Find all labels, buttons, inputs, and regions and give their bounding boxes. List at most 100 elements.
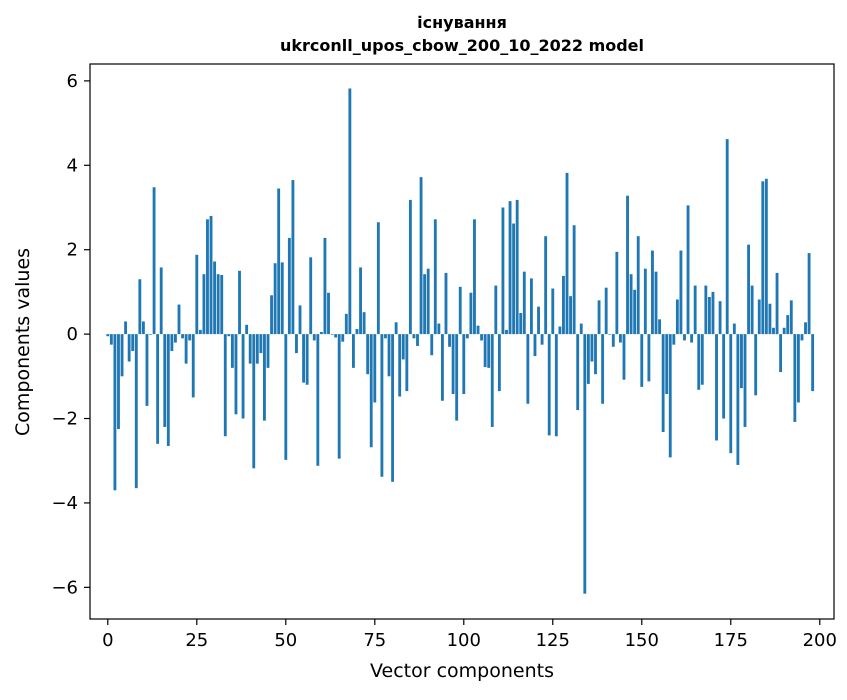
bar-183 [757, 299, 761, 335]
bar-100 [462, 334, 466, 395]
chart-title-line-1: існування [417, 13, 507, 32]
bar-3 [117, 334, 120, 430]
bar-181 [750, 285, 754, 335]
x-tick-label: 75 [363, 630, 386, 651]
bar-58 [312, 334, 316, 341]
ticks-group: 0 25 50 75 100 125 150 175 200 −6 −4 −2 0 2 4 6 [51, 71, 836, 651]
bar-50 [284, 334, 288, 460]
bar-120 [533, 334, 537, 357]
bar-137 [594, 334, 597, 375]
bar-113 [508, 201, 512, 335]
bar-146 [626, 195, 629, 335]
bar-147 [629, 274, 633, 335]
plot-frame [89, 63, 835, 620]
bar-63 [330, 334, 334, 335]
bar-195 [800, 334, 804, 341]
bar-182 [754, 334, 758, 396]
bar-115 [515, 199, 519, 335]
bar-10 [141, 321, 145, 335]
bar-96 [448, 334, 451, 347]
bar-145 [622, 334, 626, 380]
bar-150 [640, 334, 644, 387]
bar-110 [497, 334, 501, 392]
bar-4 [120, 334, 124, 377]
bar-186 [768, 303, 772, 335]
bar-191 [786, 315, 790, 335]
bar-13 [152, 187, 156, 335]
bar-144 [618, 334, 622, 343]
bar-180 [747, 244, 750, 335]
bar-1 [109, 334, 113, 345]
bar-21 [181, 334, 184, 339]
x-tick-label: 150 [625, 630, 659, 651]
bar-162 [683, 334, 686, 341]
bar-51 [287, 237, 291, 335]
bar-90 [426, 268, 430, 335]
y-axis-label: Components values [12, 248, 34, 436]
bar-89 [423, 274, 427, 335]
bar-174 [725, 139, 729, 335]
bar-83 [401, 334, 405, 360]
bar-169 [707, 296, 711, 335]
bar-88 [419, 177, 423, 335]
bar-79 [387, 334, 391, 377]
bar-188 [775, 272, 779, 335]
bar-23 [188, 334, 192, 341]
bar-85 [408, 199, 412, 335]
bar-36 [234, 334, 238, 415]
bar-158 [668, 334, 672, 458]
bar-118 [526, 334, 530, 404]
bars-group [106, 88, 815, 594]
bar-71 [359, 267, 362, 335]
bar-20 [177, 304, 181, 335]
bar-117 [522, 271, 526, 335]
bar-105 [480, 334, 484, 341]
bar-155 [658, 319, 661, 335]
bar-99 [458, 286, 462, 335]
bar-139 [601, 334, 605, 404]
bar-29 [209, 215, 213, 335]
bar-78 [384, 334, 387, 339]
bar-92 [433, 219, 437, 335]
bar-134 [583, 334, 587, 594]
bar-25 [195, 254, 199, 335]
bar-41 [252, 334, 256, 469]
bar-198 [811, 334, 815, 392]
y-tick-label: 4 [67, 155, 78, 176]
bar-184 [761, 181, 765, 335]
bar-5 [124, 321, 128, 335]
bar-45 [266, 334, 270, 368]
bar-44 [263, 334, 266, 421]
bar-16 [163, 334, 167, 427]
chart-title-line-2: ukrconll_upos_cbow_200_10_2022 model [280, 36, 644, 55]
bar-168 [704, 285, 708, 335]
bar-185 [764, 178, 768, 335]
bar-138 [597, 300, 601, 335]
bar-47 [273, 263, 277, 335]
bar-159 [672, 334, 676, 345]
bar-156 [661, 334, 665, 433]
bar-190 [782, 327, 786, 335]
bar-109 [494, 285, 498, 335]
bar-142 [611, 334, 615, 347]
bar-193 [793, 334, 797, 422]
bar-170 [711, 291, 715, 335]
bar-167 [700, 334, 704, 385]
x-tick-label: 125 [536, 630, 570, 651]
bar-114 [512, 223, 516, 335]
bar-19 [174, 334, 177, 343]
bar-69 [352, 334, 355, 368]
bar-111 [501, 207, 505, 335]
bar-74 [369, 334, 373, 448]
bar-18 [170, 334, 174, 351]
bar-76 [376, 222, 380, 335]
bar-132 [576, 334, 580, 411]
bar-33 [223, 334, 227, 437]
bar-55 [302, 334, 306, 383]
bar-17 [166, 334, 170, 446]
bar-68 [348, 88, 352, 335]
bar-187 [772, 327, 775, 335]
bar-40 [248, 334, 252, 364]
bar-42 [255, 334, 259, 364]
